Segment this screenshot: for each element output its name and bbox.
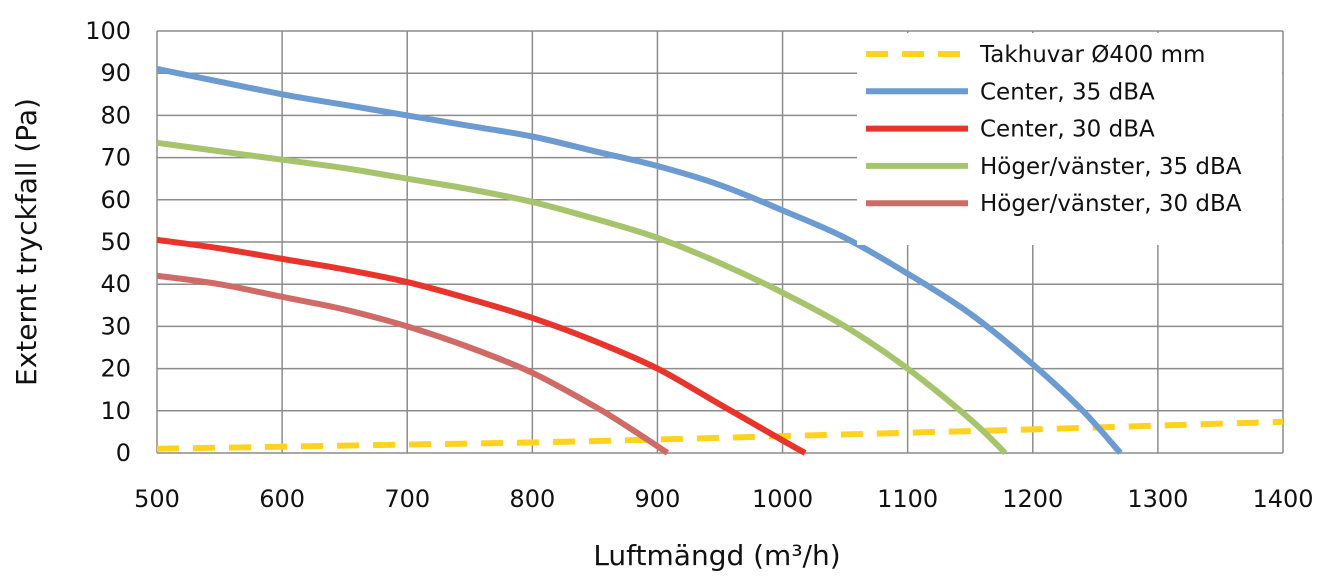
- y-tick-label: 20: [100, 355, 131, 383]
- series-lines: [156, 66, 1284, 456]
- x-tick-label: 1100: [877, 485, 938, 513]
- x-tick-label: 800: [509, 485, 555, 513]
- y-tick-label: 0: [116, 439, 131, 467]
- legend-label: Center, 30 dBA: [980, 117, 1155, 143]
- legend: Takhuvar Ø400 mm Center, 35 dBA Center, 30…: [866, 42, 1242, 217]
- series-line-h-ger-v-nster-35-dba: [156, 139, 1008, 456]
- y-tick-label: 50: [100, 228, 131, 256]
- x-tick-label: 1000: [752, 485, 813, 513]
- grid-lines: [156, 30, 1284, 454]
- y-tick-label: 10: [100, 397, 131, 425]
- y-tick-label: 90: [100, 59, 131, 87]
- x-tick-label: 900: [635, 485, 681, 513]
- legend-label: Höger/vänster, 30 dBA: [980, 191, 1242, 217]
- series-line-center-30-dba: [156, 236, 807, 456]
- y-tick-labels: 0 10 20 30 40 50 60 70 80 90 100: [85, 17, 131, 467]
- x-tick-label: 600: [259, 485, 305, 513]
- x-tick-label: 1300: [1127, 485, 1188, 513]
- legend-label: Takhuvar Ø400 mm: [979, 42, 1205, 68]
- x-tick-label: 700: [384, 485, 430, 513]
- x-axis-title: Luftmängd (m³/h): [593, 539, 840, 572]
- y-tick-label: 70: [100, 144, 131, 172]
- x-tick-label: 500: [134, 485, 180, 513]
- x-tick-label: 1200: [1002, 485, 1063, 513]
- y-axis-title: Externt tryckfall (Pa): [10, 98, 43, 386]
- y-tick-label: 80: [100, 101, 131, 129]
- legend-label: Höger/vänster, 35 dBA: [980, 154, 1242, 180]
- y-tick-label: 60: [100, 186, 131, 214]
- legend-label: Center, 35 dBA: [980, 79, 1155, 105]
- series-line-h-ger-v-nster-30-dba: [156, 272, 670, 456]
- series-line-center-35-dba: [156, 66, 1123, 455]
- legend-background: [857, 33, 1282, 245]
- y-tick-label: 30: [100, 312, 131, 340]
- y-tick-label: 40: [100, 270, 131, 298]
- x-tick-labels: 500 600 700 800 900 1000 1100 1200 1300 1400: [134, 485, 1313, 513]
- y-tick-label: 100: [85, 17, 131, 45]
- x-tick-label: 1400: [1252, 485, 1313, 513]
